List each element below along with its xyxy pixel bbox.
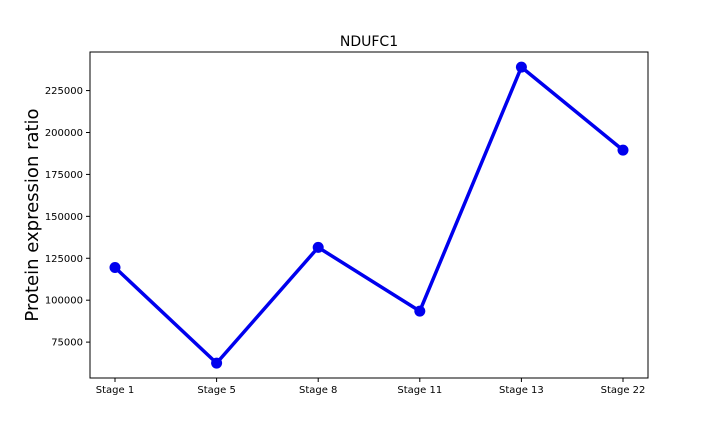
y-tick-label: 175000	[45, 170, 83, 181]
x-tick-label: Stage 1	[96, 385, 134, 396]
y-tick-label: 225000	[45, 86, 83, 97]
y-tick-label: 125000	[45, 254, 83, 265]
x-axis-ticks: Stage 1 Stage 5 Stage 8 Stage 11 Stage 13 Sta…	[96, 378, 646, 396]
x-tick-label: Stage 22	[601, 385, 646, 396]
x-tick-label: Stage 5	[197, 385, 235, 396]
plot-area-frame	[89, 51, 649, 379]
y-axis-ticks: 75000 100000 125000 150000 175000 200000 22500…	[45, 86, 90, 349]
data-point	[515, 61, 527, 73]
data-point	[211, 357, 223, 369]
y-tick-label: 200000	[45, 128, 83, 139]
series-line	[113, 65, 625, 365]
x-tick-label: Stage 13	[499, 385, 544, 396]
y-tick-label: 150000	[45, 212, 83, 223]
chart-title: NDUFC1	[340, 34, 398, 50]
y-tick-label: 75000	[51, 338, 83, 349]
x-tick-label: Stage 11	[397, 385, 442, 396]
data-point	[109, 261, 121, 273]
series-group	[109, 61, 629, 369]
data-point	[312, 241, 324, 253]
data-point	[414, 305, 426, 317]
y-tick-label: 100000	[45, 296, 83, 307]
data-point	[617, 144, 629, 156]
x-tick-label: Stage 8	[299, 385, 337, 396]
y-axis-label: Protein expression ratio	[22, 108, 43, 321]
